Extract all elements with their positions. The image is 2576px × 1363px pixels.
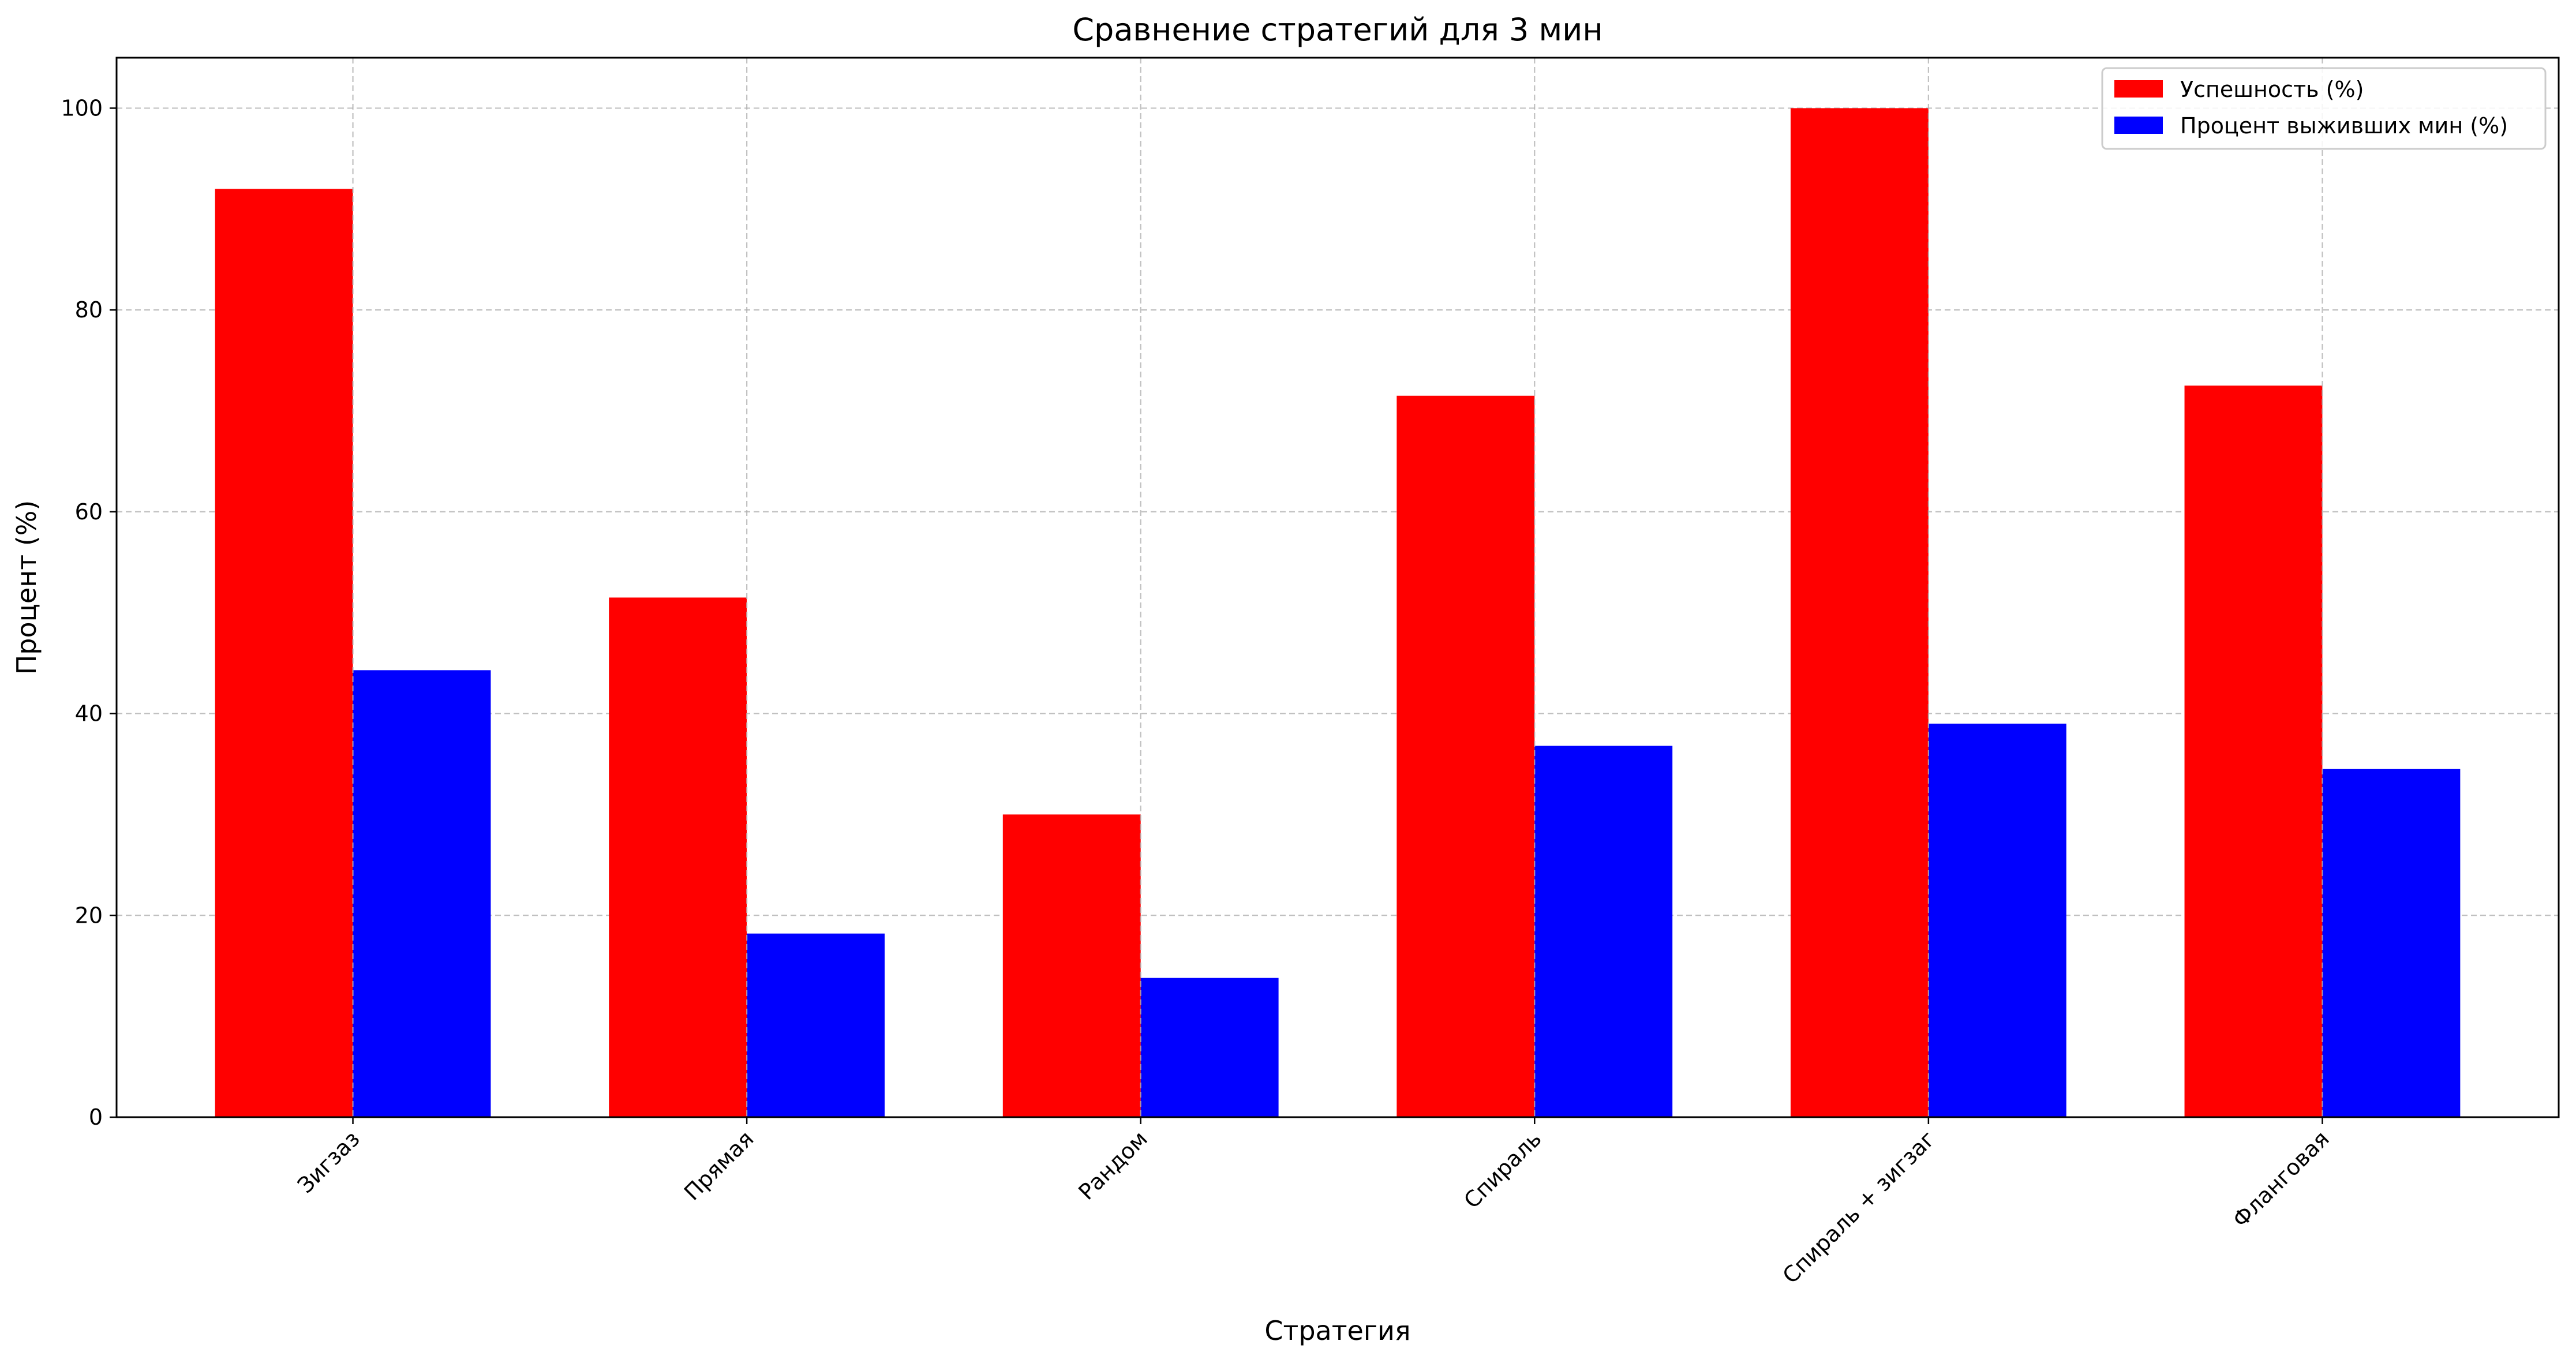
x-tick-label: Спираль + зигзаг [1777,1126,1940,1289]
y-tick-label: 40 [75,701,103,727]
y-tick-label: 100 [61,95,103,121]
x-tick-label: Фланговая [2227,1126,2334,1232]
bar-success-0 [215,189,353,1117]
bar-success-2 [1002,814,1141,1117]
bar-surviving-mines-3 [1534,746,1673,1117]
plot-frame [115,57,2560,1118]
x-tick-label: Зигзаз [293,1126,365,1198]
legend: Успешность (%) Процент выживших мин (%) [2101,67,2547,150]
y-axis-ticks: 0 20 40 60 80 100 [61,95,117,1130]
y-tick-label: 60 [75,499,103,525]
bar-surviving-mines-4 [1928,724,2066,1117]
bar-surviving-mines-1 [747,933,885,1117]
x-tick-label: Спираль [1459,1126,1546,1213]
bar-success-5 [2184,385,2323,1118]
bar-surviving-mines-5 [2322,769,2461,1117]
y-tick-label: 20 [75,903,103,928]
y-tick-label: 80 [75,297,103,323]
x-axis-ticks: Зигзаз Прямая Рандом Спираль Спираль + зигза… [293,1117,2334,1289]
y-axis-label: Процент (%) [11,500,42,675]
bar-success-4 [1790,108,1929,1117]
legend-swatch-surviving-mines [2114,117,2163,134]
bar-success-1 [609,597,747,1117]
legend-label-surviving-mines: Процент выживших мин (%) [2180,113,2508,138]
bar-surviving-mines-2 [1140,978,1279,1117]
x-tick-label: Рандом [1073,1126,1152,1205]
bars [215,58,2461,1118]
y-tick-label: 0 [89,1104,103,1130]
x-axis-label: Стратегия [1264,1315,1410,1346]
legend-label-success: Успешность (%) [2180,77,2364,102]
x-tick-label: Прямая [679,1126,758,1205]
legend-box [2101,67,2547,150]
chart-title: Сравнение стратегий для 3 мин [1072,12,1602,48]
legend-swatch-success [2114,80,2163,98]
bar-surviving-mines-0 [353,670,491,1117]
bar-success-3 [1396,395,1535,1117]
